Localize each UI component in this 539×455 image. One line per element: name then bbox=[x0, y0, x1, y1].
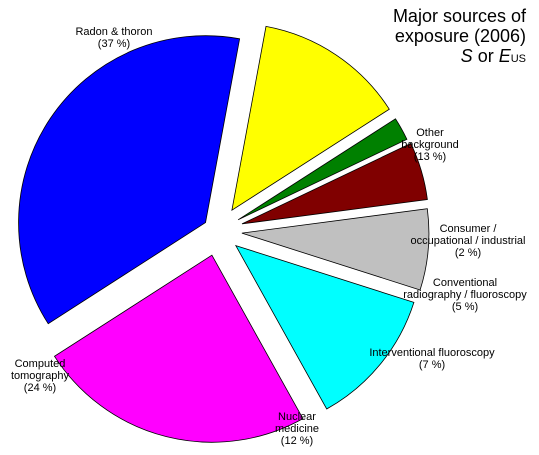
slice-label-line: Consumer / bbox=[440, 223, 498, 235]
slice-percent-3: (2 %) bbox=[455, 247, 481, 259]
chart-title-line-1: Major sources of bbox=[393, 6, 527, 26]
pie-slice-5 bbox=[241, 208, 430, 291]
slice-label-1: Radon & thoron (37 %) bbox=[75, 26, 152, 50]
slices-layer bbox=[18, 25, 430, 443]
pie-slice-4 bbox=[241, 142, 428, 225]
slice-label-line: background bbox=[401, 139, 459, 151]
slice-percent-7: (24 %) bbox=[24, 382, 56, 394]
slice-label-line: Nuclear bbox=[278, 411, 316, 423]
chart-title-subscript: US bbox=[511, 53, 526, 65]
slice-label-line: medicine bbox=[275, 423, 319, 435]
slice-label-4: Conventional radiography / fluoroscopy (5 … bbox=[403, 277, 527, 313]
labels-layer: Radon & thoron (37 %) Other background (13 %… bbox=[11, 26, 527, 447]
slice-percent-6: (12 %) bbox=[281, 435, 313, 447]
slice-label-5: Interventional fluoroscopy (7 %) bbox=[369, 347, 495, 371]
slice-label-line: tomography bbox=[11, 370, 70, 382]
pie-slice-7 bbox=[53, 254, 304, 443]
slice-label-2: Other background (13 %) bbox=[401, 127, 459, 163]
slice-label-3: Consumer / occupational / industrial (2 %) bbox=[411, 223, 526, 259]
slice-percent-4: (5 %) bbox=[452, 301, 478, 313]
chart-title-e: E bbox=[499, 46, 512, 66]
chart-title-or: or bbox=[473, 46, 499, 66]
chart-title-line-3: S or EUS bbox=[461, 46, 526, 66]
pie-slice-3 bbox=[237, 118, 408, 221]
slice-label-7: Computed tomography (24 %) bbox=[11, 358, 70, 394]
slice-label-6: Nuclear medicine (12 %) bbox=[275, 411, 319, 447]
chart-title-line-2: exposure (2006) bbox=[395, 26, 526, 46]
slice-label-line: radiography / fluoroscopy bbox=[403, 289, 527, 301]
slice-label-line: Radon & thoron bbox=[75, 26, 152, 38]
slice-label-line: Computed bbox=[15, 358, 66, 370]
slice-label-line: Interventional fluoroscopy bbox=[369, 347, 495, 359]
slice-percent-5: (7 %) bbox=[419, 359, 445, 371]
slice-label-line: Other bbox=[416, 127, 444, 139]
pie-slice-2 bbox=[231, 25, 390, 212]
slice-label-line: occupational / industrial bbox=[411, 235, 526, 247]
slice-percent-2: (13 %) bbox=[414, 151, 446, 163]
pie-slice-1 bbox=[18, 35, 241, 325]
chart-title-s: S bbox=[461, 46, 473, 66]
slice-percent-1: (37 %) bbox=[98, 38, 130, 50]
slice-label-line: Conventional bbox=[433, 277, 497, 289]
pie-slice-6 bbox=[234, 244, 415, 410]
